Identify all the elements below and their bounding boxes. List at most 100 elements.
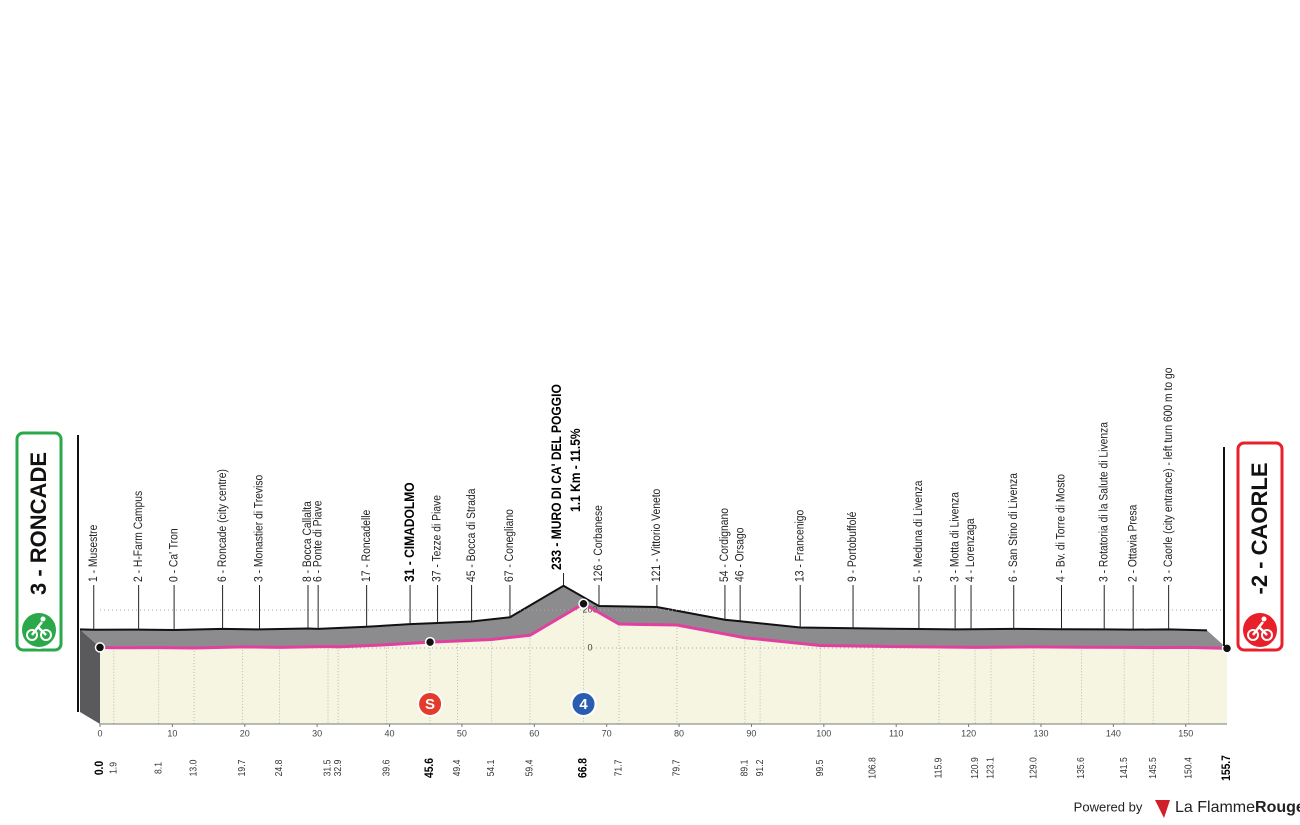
bike-wheel <box>1247 629 1259 641</box>
x-tick-label: 140 <box>1106 728 1121 738</box>
x-tick-label: 100 <box>816 728 831 738</box>
sprint-icon-label: S <box>425 696 435 713</box>
bike-rider <box>1252 621 1268 636</box>
waypoint-label: 2 - H-Farm Campus <box>132 490 145 582</box>
x-tick-label: 20 <box>240 728 250 738</box>
bike-wheel <box>1261 629 1273 641</box>
waypoint-label: 3 - Monastier di Treviso <box>253 475 266 582</box>
terrain-side <box>80 629 100 724</box>
y-tick-label: 0 <box>587 642 592 652</box>
terrain <box>80 585 1227 649</box>
km-label: 8.1 <box>153 762 164 774</box>
km-label: 89.1 <box>739 760 750 777</box>
x-tick-label: 80 <box>674 728 684 738</box>
endpoint-sign <box>1236 441 1284 652</box>
bike-badge <box>1241 611 1279 649</box>
km-label: 1.9 <box>108 762 119 774</box>
waypoint-label: 37 - Tezze di Piave <box>431 495 444 582</box>
brand-light: La Flamme <box>1175 799 1255 816</box>
waypoint-label: 45 - Bocca di Strada <box>465 488 478 582</box>
waypoint-label: 0 - Ca' Tron <box>168 528 181 582</box>
km-label: 141.5 <box>1118 757 1129 778</box>
waypoint-label: 3 - Motta di Livenza <box>949 491 962 582</box>
x-tick-label: 30 <box>312 728 322 738</box>
km-label: 106.8 <box>867 757 878 778</box>
km-label: 129.0 <box>1028 757 1039 778</box>
climb-annotation: 1.1 Km - 11.5% <box>567 428 583 512</box>
point <box>578 598 589 609</box>
km-label: 31.5 <box>322 760 333 777</box>
km-label: 123.1 <box>985 757 996 778</box>
waypoint-label: 4 - Lorenzaga <box>965 518 978 582</box>
waypoint-label: 6 - San Stino di Livenza <box>1007 472 1020 582</box>
endpoint-sign <box>15 431 63 652</box>
kom-icon-label: 4 <box>579 696 588 713</box>
profile-line <box>99 601 1228 650</box>
bike-wheel <box>26 629 38 641</box>
sprint-icon <box>417 691 444 717</box>
km-label: 135.6 <box>1076 757 1087 778</box>
waypoint-label: 4 - Bv. di Torre di Mosto <box>1055 474 1068 582</box>
waypoint-label: 3 - Caorle (city entrance) - left turn 6… <box>1162 368 1175 582</box>
km-label: 71.7 <box>613 760 624 777</box>
waypoint-label: 6 - Roncade (city centre) <box>216 469 229 582</box>
waypoint-label: 5 - Meduna di Livenza <box>912 480 925 582</box>
x-tick-label: 150 <box>1178 728 1193 738</box>
km-label: 49.4 <box>452 760 463 777</box>
km-label: 120.9 <box>969 757 980 778</box>
km-label: 45.6 <box>424 758 437 778</box>
waypoint-label: 9 - Portobuffolé <box>847 512 860 582</box>
kom-icon <box>570 691 597 717</box>
bike-head <box>1261 616 1267 622</box>
waypoint-label: 67 - Conegliano <box>503 509 516 582</box>
x-tick-label: 10 <box>167 728 177 738</box>
km-label: 99.5 <box>814 760 825 777</box>
km-label: 19.7 <box>237 760 248 777</box>
km-label: 91.2 <box>754 760 765 777</box>
waypoint-label: 8 - Bocca Callalta <box>302 500 315 582</box>
waypoint-label: 13 - Francenigo <box>794 510 807 582</box>
km-label: 0.0 <box>94 761 107 775</box>
brand: La FlammeRouge <box>1175 799 1300 816</box>
bike-badge <box>20 611 58 649</box>
x-tick-label: 50 <box>457 728 467 738</box>
waypoint-label: 2 - Ottavia Presa <box>1127 504 1140 582</box>
km-label: 145.5 <box>1147 757 1158 778</box>
endpoint-label: 3 - RONCADE <box>26 452 51 595</box>
x-tick-label: 110 <box>889 728 903 738</box>
waypoint-label: 6 - Ponte di Piave <box>312 501 325 582</box>
km-label: 79.7 <box>671 760 682 777</box>
x-tick-label: 60 <box>529 728 539 738</box>
waypoint-label: 46 - Orsago <box>734 528 747 582</box>
km-label: 155.7 <box>1221 755 1234 781</box>
waypoint-label: 54 - Cordignano <box>718 508 731 582</box>
point <box>94 642 106 653</box>
waypoint-label: 233 - MURO DI CA' DEL POGGIO <box>548 384 564 570</box>
x-tick-label: 70 <box>602 728 612 738</box>
km-label: 32.9 <box>332 760 343 777</box>
profile-fill <box>100 603 1227 724</box>
logo-flame <box>1155 800 1170 818</box>
brand-bold: Rouge <box>1255 799 1300 816</box>
waypoint-label: 17 - Roncadelle <box>360 510 373 582</box>
km-label: 115.9 <box>933 758 944 779</box>
x-tick-label: 130 <box>1033 728 1048 738</box>
y-tick-label: 200 <box>582 604 597 614</box>
bike-rider <box>31 621 47 636</box>
waypoint-label: 121 - Vittorio Veneto <box>650 489 663 582</box>
km-label: 66.8 <box>577 758 590 778</box>
km-label: 150.4 <box>1183 757 1194 778</box>
x-tick-label: 40 <box>385 728 395 738</box>
point <box>424 636 436 648</box>
point <box>1221 643 1233 654</box>
waypoint-label: 31 - CIMADOLMO <box>401 482 417 582</box>
km-label: 54.1 <box>486 760 497 777</box>
km-label: 59.4 <box>524 760 535 777</box>
powered-by: Powered by <box>1074 799 1143 814</box>
bike-wheel <box>40 629 52 641</box>
endpoint-label: -2 - CAORLE <box>1247 463 1272 595</box>
x-tick-label: 0 <box>97 728 102 738</box>
waypoint-label: 126 - Corbanese <box>593 505 606 582</box>
bike-head <box>40 616 46 622</box>
